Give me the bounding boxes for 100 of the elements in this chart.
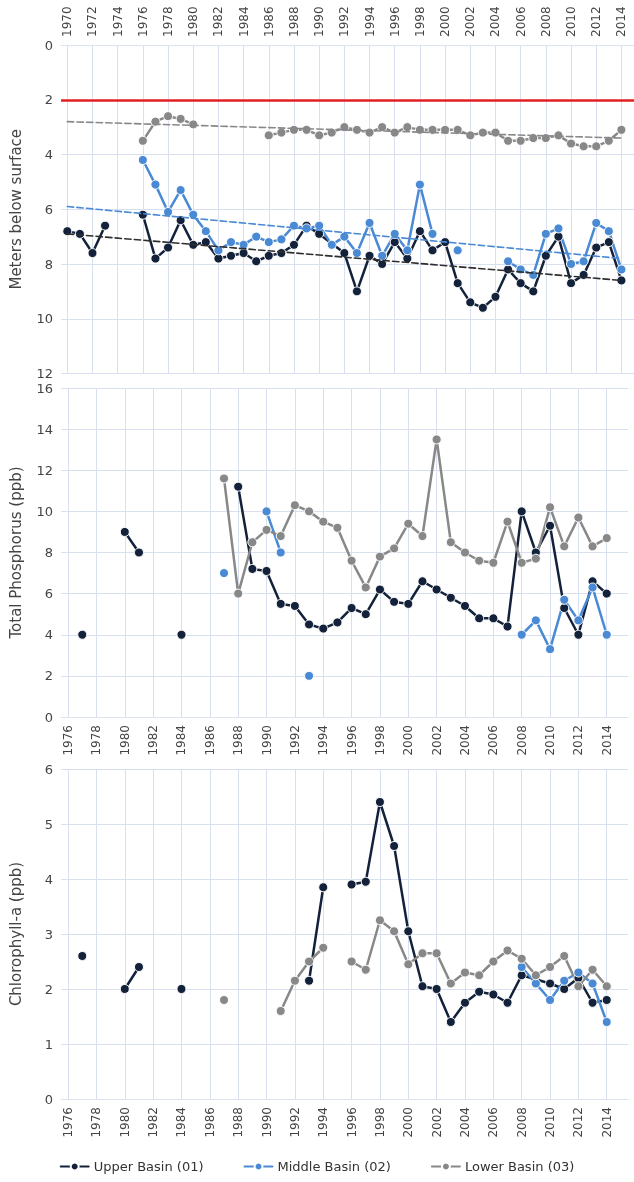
point — [616, 124, 627, 135]
y-axis-title: Chlorophyll-a (ppb) — [6, 861, 25, 1007]
x-tick-label: 2000 — [401, 725, 416, 756]
x-tick-label: 1994 — [362, 6, 377, 37]
point — [502, 945, 513, 956]
point — [616, 264, 627, 275]
y-axis-title: Meters below surface — [6, 128, 25, 290]
point — [119, 984, 130, 994]
x-tick-label: 1996 — [344, 725, 359, 756]
point — [516, 557, 527, 568]
point — [318, 882, 329, 893]
x-tick-label: 1990 — [312, 6, 327, 37]
point — [616, 275, 627, 286]
y-tick-label: 2 — [44, 668, 53, 684]
point — [289, 975, 300, 986]
point — [403, 598, 414, 609]
y-tick-label: 2 — [44, 981, 53, 997]
point — [559, 594, 570, 605]
x-tick-label: 2002 — [429, 1107, 444, 1138]
point — [573, 512, 584, 523]
x-tick-label: 1980 — [117, 1107, 132, 1138]
point — [346, 879, 357, 890]
y-tick-label: 6 — [44, 201, 53, 217]
point — [314, 220, 325, 231]
x-tick-label: 1976 — [61, 725, 76, 756]
point — [133, 547, 144, 558]
point — [566, 259, 577, 269]
point — [573, 615, 584, 626]
x-tick-label: 1998 — [372, 1107, 387, 1138]
x-tick-label: 2000 — [401, 1107, 416, 1138]
y-tick-label: 6 — [44, 586, 53, 602]
point — [553, 223, 564, 234]
point — [460, 997, 470, 1008]
point — [417, 948, 428, 959]
x-tick-label: 1974 — [110, 6, 125, 37]
x-tick-label: 1988 — [286, 6, 301, 37]
point — [445, 1017, 456, 1027]
point — [226, 250, 237, 261]
point — [304, 670, 315, 681]
point — [326, 239, 337, 250]
point — [238, 239, 249, 250]
x-tick-label: 1984 — [174, 1107, 189, 1138]
x-tick-label: 1990 — [259, 1107, 274, 1138]
point — [515, 278, 526, 289]
point — [516, 953, 527, 964]
point — [503, 256, 514, 267]
point — [445, 978, 456, 989]
legend-label: Middle Basin (02) — [277, 1159, 391, 1174]
x-tick-label: 1994 — [316, 725, 331, 756]
point — [219, 995, 230, 1005]
point — [417, 531, 428, 542]
point — [389, 228, 400, 239]
point — [389, 596, 400, 607]
point — [275, 1006, 286, 1016]
x-tick-label: 2014 — [599, 1107, 614, 1138]
point — [474, 555, 485, 566]
x-tick-label: 1996 — [387, 6, 402, 37]
point — [545, 962, 556, 972]
y-tick-label: 5 — [44, 816, 53, 832]
x-tick-label: 2008 — [514, 1107, 529, 1138]
point — [289, 600, 300, 611]
point — [601, 995, 612, 1005]
point — [603, 237, 614, 248]
point — [360, 964, 371, 975]
point — [261, 524, 272, 535]
legend-label: Lower Basin (03) — [464, 1159, 575, 1174]
point — [502, 516, 513, 527]
y-tick-label: 14 — [36, 421, 53, 437]
y-tick-label: 6 — [44, 761, 53, 777]
point — [445, 537, 456, 548]
point — [288, 220, 299, 231]
point — [545, 978, 556, 989]
point — [474, 613, 485, 624]
y-tick-label: 16 — [36, 380, 53, 396]
x-tick-label: 2002 — [463, 6, 478, 37]
point — [553, 231, 564, 242]
point — [516, 962, 527, 972]
point — [601, 981, 612, 992]
point — [346, 603, 357, 614]
point — [601, 588, 612, 599]
point — [263, 130, 274, 141]
point — [591, 242, 602, 253]
point — [540, 228, 551, 239]
y-tick-label: 8 — [44, 545, 53, 560]
x-tick-label: 1976 — [135, 6, 150, 37]
point — [403, 926, 414, 937]
point — [346, 956, 357, 967]
point — [465, 297, 476, 308]
x-tick-label: 1998 — [372, 725, 387, 756]
point — [403, 518, 414, 529]
point — [200, 226, 211, 237]
point — [578, 269, 589, 280]
y-tick-label: 10 — [36, 311, 53, 327]
x-tick-label: 1970 — [60, 6, 75, 37]
x-tick-label: 1980 — [117, 725, 132, 756]
point — [150, 179, 161, 190]
point — [389, 841, 400, 851]
point — [275, 547, 286, 558]
y-tick-label: 8 — [44, 256, 53, 272]
point — [528, 286, 539, 297]
